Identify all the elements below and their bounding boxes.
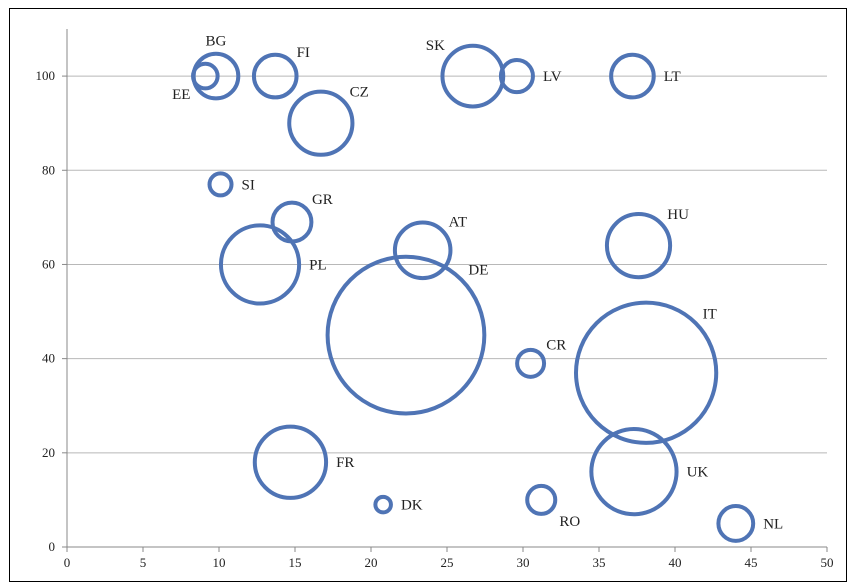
bubble-label-nl: NL: [763, 516, 783, 532]
x-tick-label: 50: [821, 555, 834, 570]
bubble-gr: [270, 200, 314, 244]
y-tick-label: 40: [42, 351, 55, 366]
bubble-dk: [373, 494, 393, 515]
bubble-label-de: DE: [468, 263, 488, 279]
x-tick-label: 0: [64, 555, 71, 570]
bubble-label-uk: UK: [687, 465, 709, 481]
bubble-it: [573, 300, 719, 445]
bubble-label-si: SI: [242, 177, 255, 193]
bubble-chart: 0 20 40 60 80 100 0 5 10 15 20 25 30 35 40 45 50 BG EE FI S…: [36, 29, 834, 570]
bubble-cz: [287, 89, 355, 157]
bubble-cr: [515, 347, 547, 379]
y-tick-label: 100: [36, 68, 56, 83]
bubble-label-ee: EE: [172, 87, 190, 103]
bubble-labels: BG EE FI SK LV LT CZ SI GR PL AT DE HU CR IT FR UK DK RO NL: [172, 34, 783, 533]
bubble-label-it: IT: [703, 306, 717, 322]
y-tick-label: 20: [42, 445, 55, 460]
axes: 0 20 40 60 80 100 0 5 10 15 20 25 30 35 40 45 50: [36, 29, 834, 570]
y-tick-label: 80: [42, 162, 55, 177]
bubble-label-fr: FR: [336, 455, 354, 471]
bubble-label-pl: PL: [309, 257, 327, 273]
x-tick-label: 45: [745, 555, 758, 570]
bubble-label-ro: RO: [559, 514, 580, 530]
bubble-label-gr: GR: [312, 192, 333, 208]
bubble-label-dk: DK: [401, 498, 423, 514]
bubble-lv: [498, 58, 535, 95]
x-tick-label: 20: [365, 555, 378, 570]
bubble-ee: [191, 61, 220, 91]
bubble-de: [325, 254, 487, 416]
bubble-at: [392, 220, 453, 281]
bubble-label-cr: CR: [546, 338, 566, 354]
y-tick-label: 60: [42, 256, 55, 271]
bubble-ro: [525, 483, 558, 516]
bubble-hu: [604, 212, 673, 280]
bubble-fr: [252, 424, 329, 500]
x-tick-label: 25: [441, 555, 454, 570]
x-tick-label: 5: [140, 555, 147, 570]
bubble-label-lv: LV: [543, 69, 562, 85]
bubble-sk: [440, 43, 506, 109]
bubble-label-fi: FI: [297, 45, 310, 61]
bubble-label-cz: CZ: [350, 84, 369, 100]
bubble-label-hu: HU: [667, 207, 689, 223]
bubble-uk: [589, 427, 679, 517]
x-tick-label: 40: [669, 555, 682, 570]
bubble-label-lt: LT: [664, 69, 681, 85]
bubble-pl: [218, 223, 302, 306]
bubble-label-bg: BG: [206, 34, 227, 50]
y-tick-label: 0: [49, 539, 56, 554]
bubble-label-at: AT: [449, 214, 467, 230]
bubble-si: [207, 171, 234, 198]
x-tick-label: 15: [289, 555, 302, 570]
bubbles: [191, 43, 756, 543]
bubble-fi: [251, 52, 299, 100]
bubble-label-sk: SK: [426, 38, 445, 54]
chart-frame: 0 20 40 60 80 100 0 5 10 15 20 25 30 35 40 45 50 BG EE FI S…: [9, 8, 847, 582]
x-tick-label: 35: [593, 555, 606, 570]
bubble-nl: [716, 504, 756, 543]
x-tick-label: 10: [213, 555, 226, 570]
bubble-lt: [609, 52, 656, 100]
x-tick-label: 30: [517, 555, 530, 570]
